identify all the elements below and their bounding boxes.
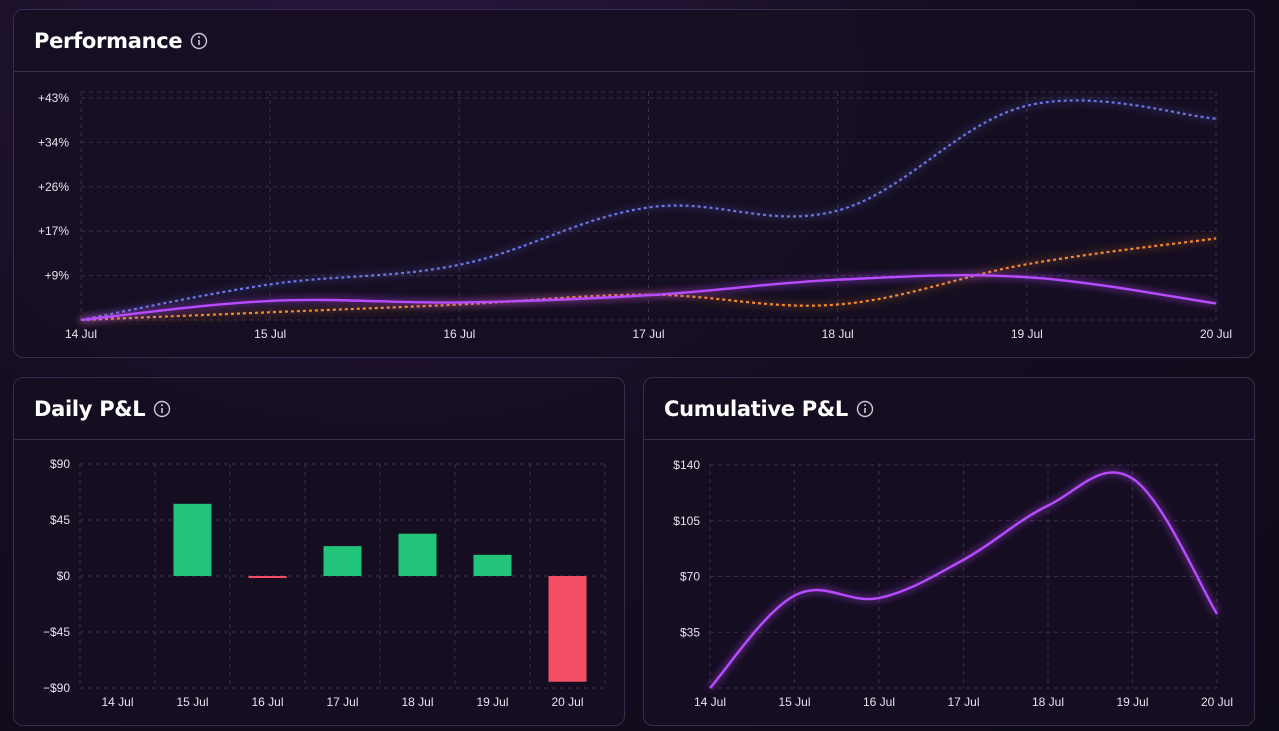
y-tick-label: −$90: [43, 681, 70, 695]
bar: [548, 576, 587, 682]
x-tick-label: 14 Jul: [694, 695, 726, 709]
cumulative-pnl-card: Cumulative P&L $35 $70 $105 $140 14 Jul 15 Ju…: [643, 377, 1255, 726]
daily-pnl-card: Daily P&L −$90 −$45 $0 $45 $90 14 Jul 15 Jul 16…: [13, 377, 625, 726]
y-tick-label: +26%: [38, 180, 69, 194]
y-tick-label: +17%: [38, 224, 69, 238]
cumulative-pnl-header: Cumulative P&L: [644, 378, 1254, 440]
y-tick-label: −$45: [43, 625, 70, 639]
x-tick-label: 20 Jul: [1201, 695, 1233, 709]
x-tick-label: 19 Jul: [1011, 327, 1043, 341]
x-tick-label: 18 Jul: [822, 327, 854, 341]
info-icon[interactable]: [153, 400, 171, 418]
performance-header: Performance: [14, 10, 1254, 72]
info-icon[interactable]: [190, 32, 208, 50]
performance-chart: +9% +17% +26% +34% +43% 14 Jul 15 Jul 16 Jul 17 …: [38, 91, 1232, 341]
y-tick-label: $45: [50, 513, 70, 527]
bar: [248, 576, 287, 578]
x-tick-label: 16 Jul: [443, 327, 475, 341]
x-tick-label: 19 Jul: [476, 695, 508, 709]
series-line: [80, 99, 1217, 322]
daily-pnl-header: Daily P&L: [14, 378, 624, 440]
x-tick-label: 14 Jul: [65, 327, 97, 341]
daily-pnl-chart: −$90 −$45 $0 $45 $90 14 Jul 15 Jul 16 Jul 17 Jul…: [43, 457, 606, 709]
x-tick-label: 16 Jul: [251, 695, 283, 709]
daily-pnl-title: Daily P&L: [34, 396, 146, 421]
y-tick-label: $0: [57, 569, 71, 583]
bar: [173, 503, 212, 576]
x-tick-label: 17 Jul: [947, 695, 979, 709]
x-tick-label: 19 Jul: [1116, 695, 1148, 709]
bar: [473, 554, 512, 576]
cumulative-pnl-title: Cumulative P&L: [664, 396, 848, 421]
x-tick-label: 15 Jul: [254, 327, 286, 341]
info-icon[interactable]: [856, 400, 874, 418]
x-tick-label: 20 Jul: [1200, 327, 1232, 341]
y-tick-label: +43%: [38, 91, 69, 105]
y-tick-label: +34%: [38, 135, 69, 149]
x-tick-label: 14 Jul: [101, 695, 133, 709]
x-tick-label: 15 Jul: [176, 695, 208, 709]
x-tick-label: 18 Jul: [401, 695, 433, 709]
y-tick-label: $70: [680, 570, 700, 584]
series-line: [80, 274, 1217, 322]
performance-title: Performance: [34, 28, 183, 53]
x-tick-label: 17 Jul: [632, 327, 664, 341]
y-tick-label: $105: [673, 514, 700, 528]
performance-card: Performance +9% +17% +26% +34% +43% 14 Jul 15 …: [13, 9, 1255, 358]
cumulative-pnl-chart: $35 $70 $105 $140 14 Jul 15 Jul 16 Jul 17 Jul 18…: [673, 458, 1233, 709]
y-tick-label: $140: [673, 458, 700, 472]
x-tick-label: 18 Jul: [1032, 695, 1064, 709]
x-tick-label: 16 Jul: [863, 695, 895, 709]
y-tick-label: +9%: [45, 269, 70, 283]
x-tick-label: 20 Jul: [551, 695, 583, 709]
x-tick-label: 17 Jul: [326, 695, 358, 709]
bar: [398, 533, 437, 576]
y-tick-label: $35: [680, 625, 700, 639]
series-line: [709, 471, 1219, 689]
x-tick-label: 15 Jul: [778, 695, 810, 709]
y-tick-label: $90: [50, 457, 70, 471]
bar: [323, 546, 362, 576]
